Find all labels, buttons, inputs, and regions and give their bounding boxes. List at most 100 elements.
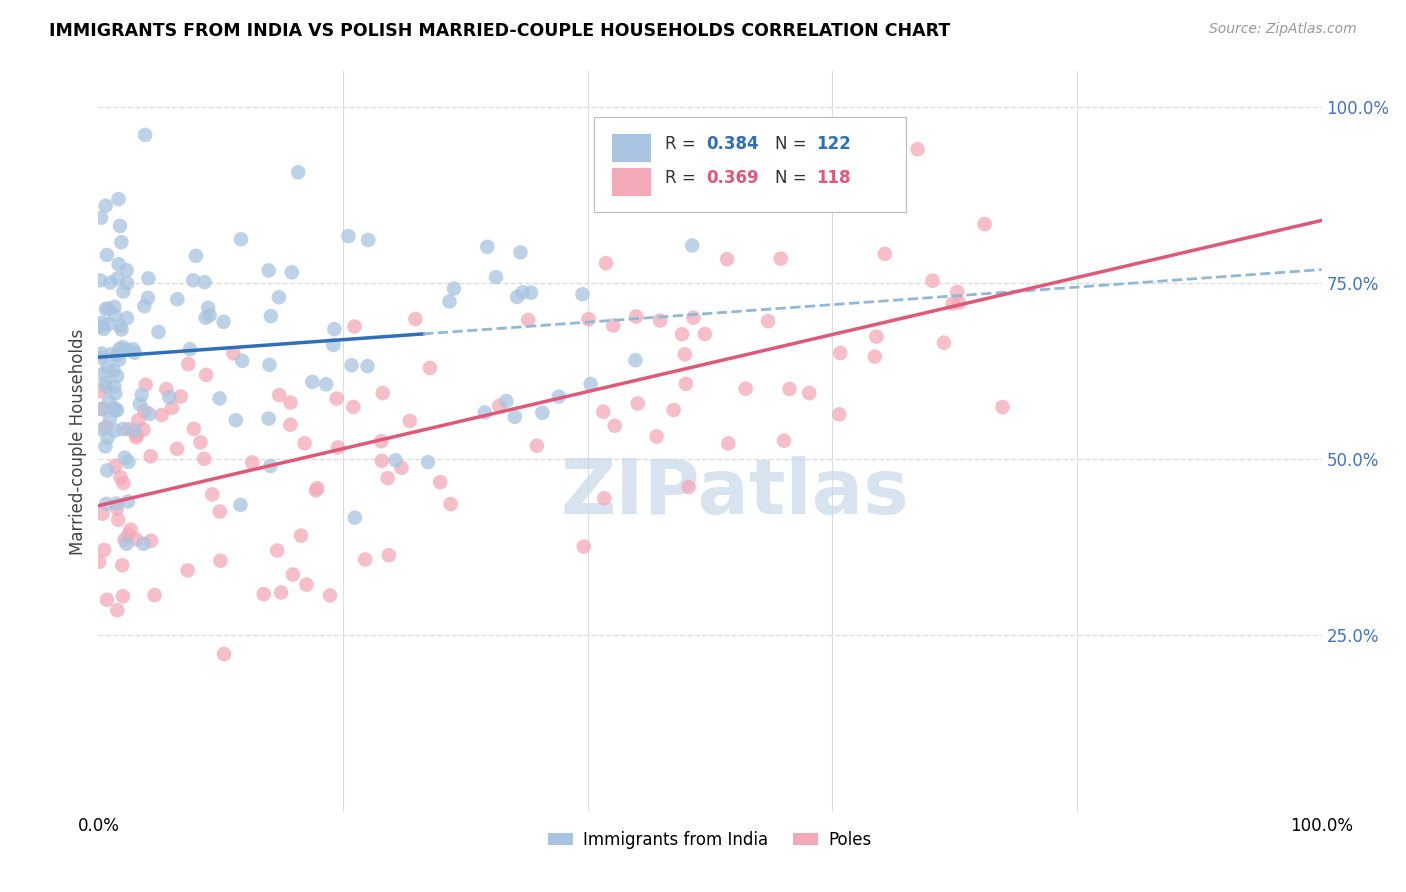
Point — [118, 422, 141, 436]
Point — [98, 412, 121, 426]
Point — [194, 310, 217, 325]
Point — [107, 257, 129, 271]
Text: R =: R = — [665, 135, 700, 153]
Point — [125, 428, 148, 442]
Point — [104, 424, 127, 438]
Point — [132, 423, 155, 437]
Point — [91, 402, 114, 417]
Point — [122, 343, 145, 357]
Point — [97, 301, 120, 316]
Point — [108, 342, 131, 356]
Point — [94, 376, 117, 390]
Point — [176, 563, 198, 577]
Point — [371, 454, 394, 468]
Point — [921, 274, 943, 288]
Point — [166, 442, 188, 456]
Point — [295, 577, 318, 591]
Point — [89, 273, 111, 287]
Point — [267, 290, 290, 304]
Point — [97, 317, 120, 331]
Point — [112, 285, 135, 299]
Text: N =: N = — [775, 169, 811, 187]
Point — [391, 460, 413, 475]
Point — [143, 588, 166, 602]
Point — [865, 329, 887, 343]
Point — [90, 346, 112, 360]
Point — [290, 528, 312, 542]
Point — [287, 165, 309, 179]
Point — [105, 348, 128, 362]
Point — [693, 326, 716, 341]
Point — [89, 319, 111, 334]
Point — [439, 294, 461, 309]
Point — [531, 406, 554, 420]
Point — [830, 346, 852, 360]
Point — [572, 540, 595, 554]
Point — [259, 358, 281, 372]
Point — [103, 379, 125, 393]
Point — [678, 480, 700, 494]
Point — [138, 271, 160, 285]
Point — [94, 440, 117, 454]
Point — [440, 497, 463, 511]
Point — [94, 301, 117, 316]
Point — [181, 273, 204, 287]
Point — [103, 300, 125, 314]
Point — [98, 276, 121, 290]
Point — [115, 343, 138, 357]
Point — [136, 291, 159, 305]
Point — [305, 483, 328, 498]
Point — [547, 390, 569, 404]
Point — [645, 429, 668, 443]
Bar — [612, 134, 651, 161]
Point — [105, 403, 128, 417]
Point — [734, 382, 756, 396]
Point — [773, 434, 796, 448]
Point — [107, 513, 129, 527]
Point — [779, 382, 801, 396]
Point — [197, 301, 219, 315]
Point — [190, 435, 212, 450]
Point — [138, 407, 160, 421]
Text: 0.384: 0.384 — [706, 135, 759, 153]
Point — [104, 403, 127, 417]
Point — [398, 414, 420, 428]
Point — [110, 470, 132, 484]
Point — [624, 353, 647, 368]
Point — [114, 450, 136, 465]
Point — [624, 310, 647, 324]
Point — [91, 316, 114, 330]
Point — [157, 390, 180, 404]
Point — [257, 263, 280, 277]
Point — [526, 439, 548, 453]
Point — [340, 358, 363, 372]
Point — [948, 295, 970, 310]
Point — [229, 498, 252, 512]
Point — [578, 312, 600, 326]
Point — [105, 369, 128, 384]
Point — [571, 287, 593, 301]
Point — [269, 388, 291, 402]
Point — [128, 397, 150, 411]
Point — [231, 354, 253, 368]
Point — [675, 376, 697, 391]
Point — [991, 400, 1014, 414]
Point — [429, 475, 451, 489]
Point — [127, 413, 149, 427]
Point — [125, 533, 148, 547]
Point — [96, 360, 118, 375]
Point — [212, 647, 235, 661]
Point — [907, 142, 929, 156]
Point — [108, 352, 131, 367]
Point — [627, 396, 650, 410]
Point — [108, 219, 131, 233]
Point — [184, 249, 207, 263]
Point — [90, 401, 112, 416]
Point — [90, 211, 112, 225]
Point — [183, 422, 205, 436]
Point — [91, 367, 114, 381]
Point — [717, 436, 740, 450]
Point — [579, 376, 602, 391]
Point — [260, 309, 283, 323]
Point — [370, 434, 392, 449]
